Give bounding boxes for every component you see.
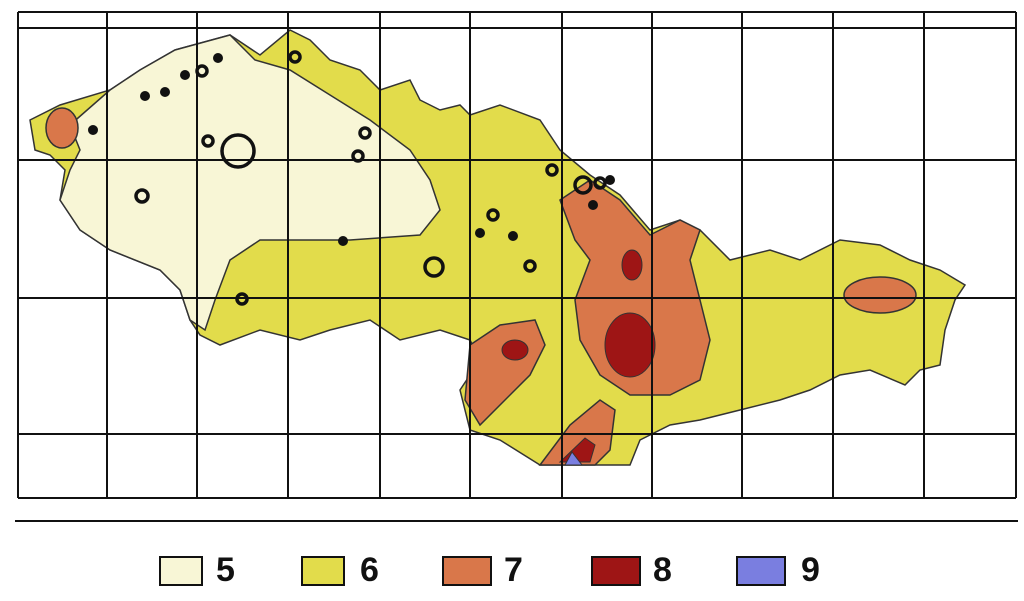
markers	[88, 53, 615, 246]
region-5	[59, 34, 441, 332]
legend-swatch	[159, 556, 203, 586]
grid	[17, 11, 1017, 499]
legend-swatch	[591, 556, 641, 586]
region-9	[564, 451, 584, 466]
legend-label: 7	[504, 551, 523, 589]
legend-label: 9	[801, 551, 820, 589]
ring-markers	[134, 50, 607, 306]
map	[29, 29, 967, 466]
legend-label: 6	[360, 551, 379, 589]
legend-label: 8	[653, 551, 672, 589]
legend-swatch	[736, 556, 786, 586]
legend-swatch	[301, 556, 345, 586]
legend: 5 6 7 8 9	[159, 551, 820, 589]
legend-label: 5	[216, 551, 235, 589]
region-7	[45, 107, 917, 466]
legend-swatch	[442, 556, 492, 586]
